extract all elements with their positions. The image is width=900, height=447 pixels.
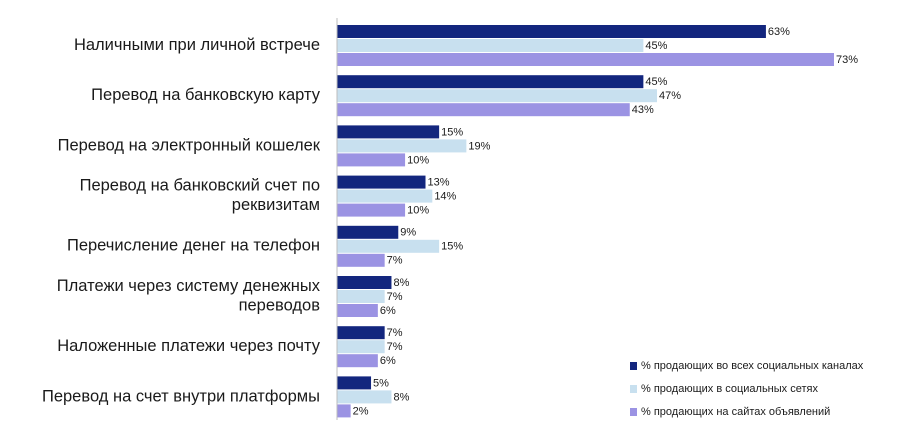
bar bbox=[337, 354, 378, 368]
category-label: Перевод на банковский счет по bbox=[80, 177, 320, 195]
data-label: 45% bbox=[645, 76, 667, 88]
bar bbox=[337, 89, 657, 103]
data-label: 6% bbox=[380, 355, 396, 367]
data-label: 47% bbox=[659, 90, 681, 102]
legend-swatch bbox=[630, 408, 637, 416]
category-label: Перевод на электронный кошелек bbox=[58, 136, 321, 154]
category-labels: Наличными при личной встрече Перевод на б… bbox=[42, 36, 321, 405]
data-label: 9% bbox=[400, 227, 416, 239]
bar bbox=[337, 53, 834, 66]
bar bbox=[337, 290, 385, 303]
data-label: 7% bbox=[387, 327, 403, 339]
data-label: 19% bbox=[468, 140, 490, 152]
data-label: 45% bbox=[645, 40, 667, 52]
category-label: Перевод на банковскую карту bbox=[91, 86, 321, 104]
data-label: 7% bbox=[387, 291, 403, 303]
data-label: 63% bbox=[768, 26, 790, 38]
bar bbox=[337, 103, 630, 117]
data-label: 15% bbox=[441, 241, 463, 253]
bar bbox=[337, 326, 385, 340]
bar bbox=[337, 175, 426, 189]
bar bbox=[337, 276, 392, 289]
category-label: переводов bbox=[239, 297, 321, 315]
data-label: 7% bbox=[387, 255, 403, 267]
legend-swatch bbox=[630, 385, 637, 393]
legend-label: % продающих в социальных сетях bbox=[641, 383, 818, 395]
bar bbox=[337, 39, 644, 52]
bar bbox=[337, 125, 440, 139]
data-label: 6% bbox=[380, 305, 396, 317]
value-labels: 63% 45% 73% 45% 47% 43% 15% 19% 10% 13% 14% 10% 9% 15… bbox=[353, 26, 859, 417]
category-label: Платежи через систему денежных bbox=[57, 277, 321, 295]
legend: % продающих во всех социальных каналах % … bbox=[630, 360, 864, 418]
data-label: 8% bbox=[393, 391, 409, 403]
bar bbox=[337, 139, 467, 153]
legend-label: % продающих во всех социальных каналах bbox=[641, 360, 864, 372]
legend-swatch bbox=[630, 362, 637, 370]
data-label: 43% bbox=[632, 104, 654, 116]
data-label: 5% bbox=[373, 377, 389, 389]
category-label: Перечисление денег на телефон bbox=[67, 237, 320, 255]
category-label: Перевод на счет внутри платформы bbox=[42, 387, 320, 405]
category-label: Наличными при личной встрече bbox=[74, 36, 320, 54]
bar bbox=[337, 253, 385, 267]
bar bbox=[337, 75, 644, 89]
data-label: 15% bbox=[441, 126, 463, 138]
data-label: 10% bbox=[407, 154, 429, 166]
category-label: Наложенные платежи через почту bbox=[57, 337, 321, 355]
data-label: 10% bbox=[407, 205, 429, 217]
bar bbox=[337, 404, 351, 418]
bar bbox=[337, 390, 392, 404]
legend-label: % продающих на сайтах объявлений bbox=[641, 406, 830, 418]
bar bbox=[337, 153, 406, 167]
data-label: 73% bbox=[836, 54, 858, 66]
bar bbox=[337, 340, 385, 354]
bar bbox=[337, 376, 372, 390]
bar bbox=[337, 25, 766, 38]
data-label: 13% bbox=[428, 177, 450, 189]
data-label: 2% bbox=[353, 405, 369, 417]
bars bbox=[337, 25, 834, 418]
bar bbox=[337, 225, 399, 239]
bar bbox=[337, 203, 406, 217]
data-label: 7% bbox=[387, 341, 403, 353]
data-label: 14% bbox=[434, 191, 456, 203]
bar bbox=[337, 189, 433, 203]
data-label: 8% bbox=[393, 277, 409, 289]
category-label: реквизитам bbox=[232, 196, 320, 214]
bar bbox=[337, 304, 378, 317]
bar bbox=[337, 239, 440, 253]
